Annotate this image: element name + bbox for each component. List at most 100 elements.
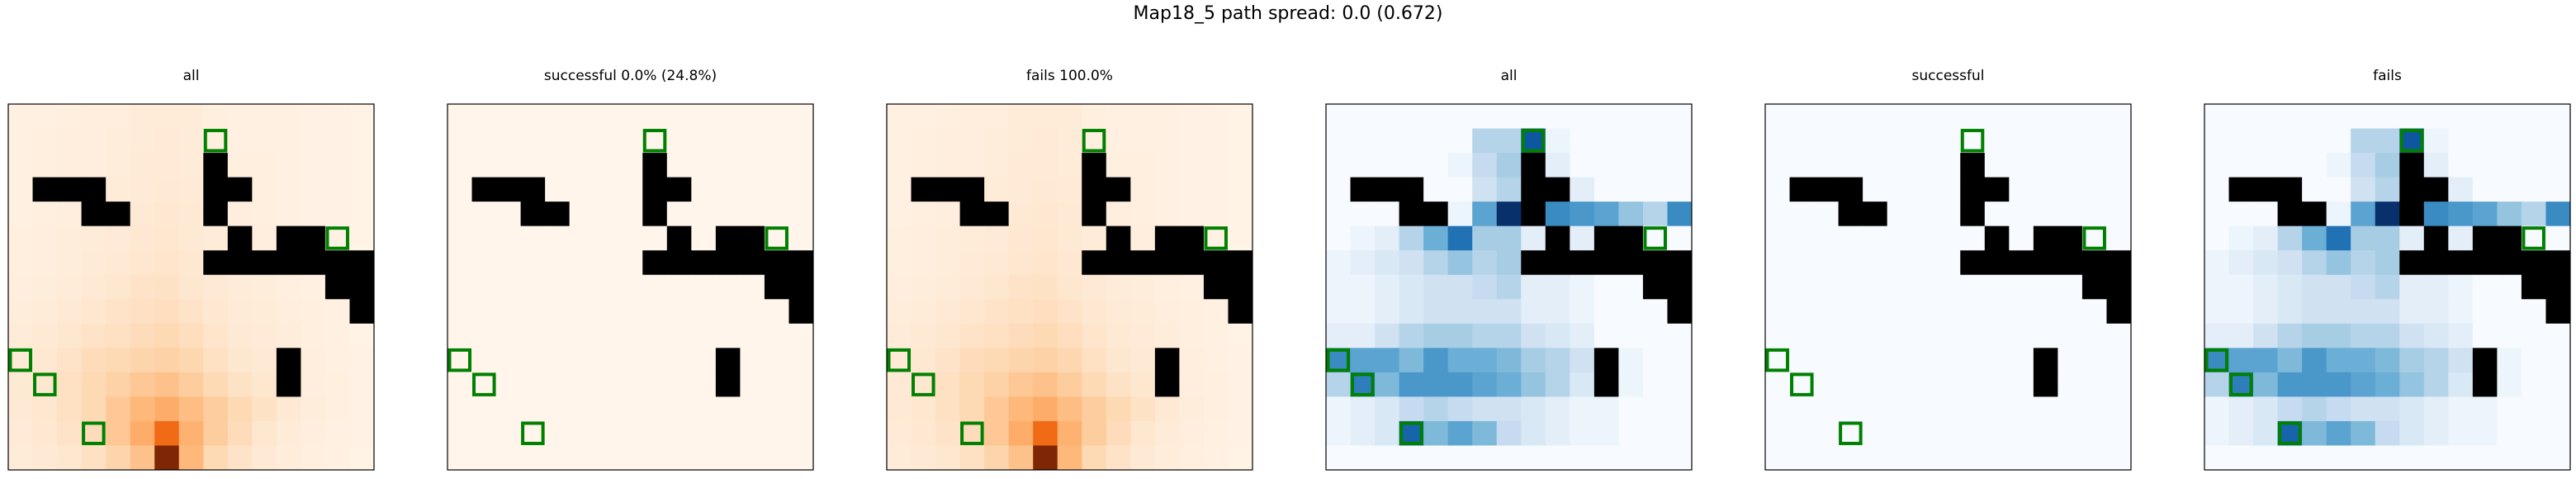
heat-cell <box>2106 153 2132 178</box>
heat-cell <box>569 299 594 325</box>
heat-cell <box>935 128 961 154</box>
heat-cell <box>1203 104 1229 130</box>
heat-cell <box>2545 225 2571 251</box>
heat-cell <box>2228 153 2254 178</box>
heat-cell <box>2423 153 2449 178</box>
heat-cell <box>471 128 497 154</box>
heat-cell <box>1838 323 1863 349</box>
heat-cell <box>1521 274 1546 300</box>
heat-cell <box>227 323 253 349</box>
heat-cell <box>252 420 277 446</box>
heat-cell <box>2326 225 2351 251</box>
heat-cell <box>1472 299 1498 325</box>
heat-cell <box>2399 299 2425 325</box>
heat-cell <box>2204 104 2230 130</box>
heat-cell <box>2521 153 2546 178</box>
heat-cell <box>349 153 375 178</box>
heat-cell <box>2228 225 2254 251</box>
heat-cell <box>1375 348 1400 373</box>
heat-cell <box>1472 128 1498 154</box>
heat-cell <box>1130 372 1156 397</box>
heat-cell <box>1057 299 1082 325</box>
heat-cell <box>1008 104 1034 130</box>
heat-cell <box>1472 250 1498 276</box>
wall-cell <box>1154 225 1180 251</box>
heat-cell <box>788 202 814 227</box>
heat-cell <box>569 420 594 446</box>
goal-marker <box>521 421 545 445</box>
wall-cell <box>203 153 229 178</box>
heat-cell <box>1911 396 1937 422</box>
wall-cell <box>2033 348 2058 373</box>
heat-cell <box>1789 396 1815 422</box>
heat-cell <box>1570 177 1595 202</box>
heat-cell <box>2423 420 2449 446</box>
heat-cell <box>2326 250 2351 276</box>
heat-cell <box>178 323 204 349</box>
heat-cell <box>2472 202 2498 227</box>
heat-cell <box>496 153 522 178</box>
heat-cell <box>1375 323 1400 349</box>
heat-cell <box>1008 128 1034 154</box>
heat-cell <box>1033 323 1058 349</box>
heat-cell <box>520 250 546 276</box>
heat-cell <box>1326 177 1352 202</box>
heat-cell <box>2448 396 2474 422</box>
heat-cell <box>2448 372 2474 397</box>
heat-cell <box>2399 104 2425 130</box>
heat-cell <box>447 177 473 202</box>
heat-cell <box>1082 104 1107 130</box>
wall-cell <box>642 153 668 178</box>
heat-cell <box>1203 420 1229 446</box>
heat-cell <box>8 274 34 300</box>
heat-cell <box>447 372 473 397</box>
wall-cell <box>1667 250 1693 276</box>
heat-cell <box>618 153 643 178</box>
heat-cell <box>1082 299 1107 325</box>
heat-cell <box>2009 177 2034 202</box>
wall-cell <box>252 250 277 276</box>
heat-cell <box>1667 202 1693 227</box>
heat-cell <box>178 445 204 471</box>
heat-cell <box>2521 445 2546 471</box>
axes-frame <box>7 103 375 471</box>
heat-cell <box>447 274 473 300</box>
heat-cell <box>2009 225 2034 251</box>
heat-cell <box>911 250 936 276</box>
wall-cell <box>2521 274 2546 300</box>
heat-cell <box>2399 348 2425 373</box>
heat-cell <box>1593 274 1619 300</box>
wall-cell <box>2399 202 2425 227</box>
heat-cell <box>1106 348 1131 373</box>
heat-cell <box>106 274 131 300</box>
heat-cell <box>2521 323 2546 349</box>
goal-marker <box>2522 226 2545 250</box>
heat-cell <box>227 445 253 471</box>
heat-cell <box>618 323 643 349</box>
heat-cell <box>1496 420 1522 446</box>
heat-cell <box>2057 420 2083 446</box>
heat-cell <box>1618 348 1644 373</box>
heat-cell <box>252 396 277 422</box>
heat-cell <box>1496 250 1522 276</box>
heat-cell <box>1154 104 1180 130</box>
heat-cell <box>1765 202 1791 227</box>
heat-cell <box>276 445 301 471</box>
wall-cell <box>1984 250 2010 276</box>
heat-cell <box>1911 348 1937 373</box>
heat-cell <box>252 104 277 130</box>
wall-cell <box>1618 250 1644 276</box>
heat-cell <box>2448 177 2474 202</box>
heat-cell <box>1618 420 1644 446</box>
heat-cell <box>2472 445 2498 471</box>
heat-cell <box>691 445 717 471</box>
heat-cell <box>2351 420 2376 446</box>
heat-cell <box>984 420 1010 446</box>
heat-cell <box>1814 104 1840 130</box>
heat-cell <box>1033 445 1058 471</box>
heat-cell <box>106 153 131 178</box>
heat-cell <box>2521 348 2546 373</box>
heat-cell <box>715 396 741 422</box>
heat-cell <box>1496 225 1522 251</box>
heat-cell <box>764 420 789 446</box>
